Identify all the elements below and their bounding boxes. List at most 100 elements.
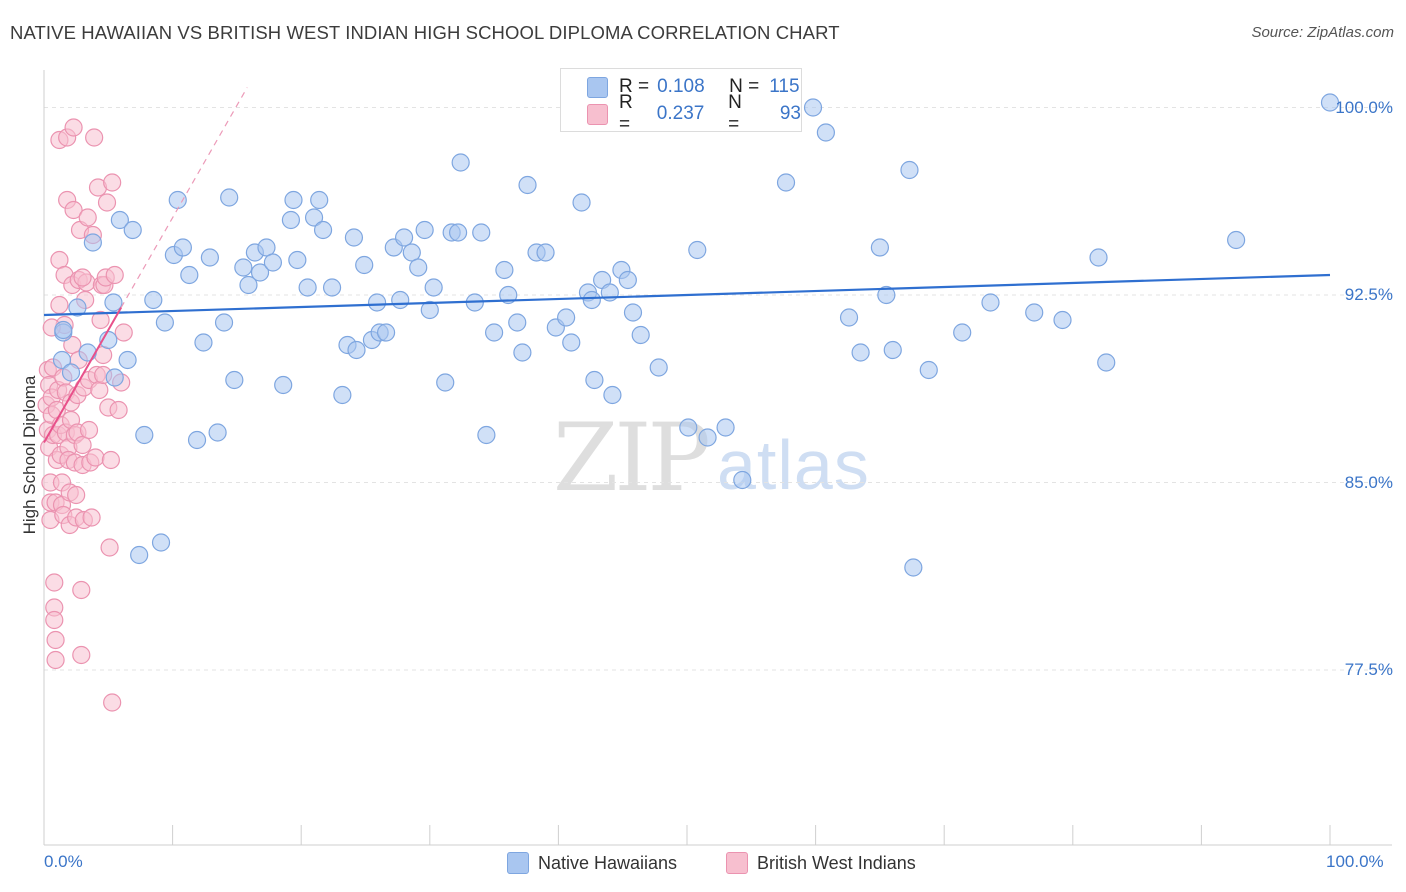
native-hawaiians-point [220, 188, 239, 207]
british-west-indians-point [63, 335, 82, 355]
native-hawaiians-point [310, 190, 329, 210]
native-hawaiians-point [208, 423, 227, 442]
legend-native-hawaiians[interactable]: Native Hawaiians [507, 852, 677, 874]
stats-blue-r-label: R = [619, 76, 650, 97]
native-hawaiians-point [376, 323, 396, 342]
trend-lines [43, 87, 1331, 443]
native-hawaiians-point [61, 363, 81, 382]
native-hawaiians-point [851, 343, 870, 362]
native-hawaiians-point [776, 173, 796, 192]
native-hawaiians-point [288, 250, 307, 270]
native-hawaiians-point [424, 278, 443, 297]
stats-pink-n-value: 93 [779, 103, 801, 124]
native-hawaiians-point [420, 300, 439, 320]
british-west-indians-point [86, 448, 105, 467]
native-hawaiians-point [716, 418, 735, 437]
native-hawaiians-point [904, 558, 923, 577]
native-hawaiians-point [698, 428, 717, 447]
native-hawaiians-point [495, 260, 514, 280]
native-hawaiians-point [83, 233, 102, 252]
british-west-indians-points [37, 118, 133, 712]
native-hawaiians-point [688, 240, 707, 260]
native-hawaiians-point [355, 255, 374, 275]
native-hawaiians-point [679, 418, 698, 437]
native-hawaiians-point [1089, 248, 1108, 267]
native-hawaiians-point [623, 303, 643, 322]
y-tick-label: 92.5% [1344, 285, 1393, 304]
native-hawaiians-point [733, 470, 752, 490]
native-hawaiians-point [239, 275, 258, 295]
native-hawaiians-point [225, 370, 244, 390]
native-hawaiians-point [298, 278, 317, 297]
native-hawaiians-point [839, 308, 859, 327]
native-hawaiians-point [194, 333, 213, 352]
native-hawaiians-point [572, 193, 591, 212]
stats-blue-r-value: 0.108 [657, 76, 705, 97]
native-hawaiians-point [436, 373, 455, 392]
legend-british-west-indians[interactable]: British West Indians [726, 852, 916, 874]
source-label: Source: ZipAtlas.com [1251, 24, 1394, 41]
native-hawaiians-point [513, 343, 532, 362]
native-hawaiians-point [603, 385, 622, 405]
native-hawaiians-point [284, 190, 303, 210]
native-hawaiians-point [508, 313, 527, 332]
british-west-indians-point [90, 380, 109, 400]
stats-pink-swatch [587, 104, 608, 125]
native-hawaiians-point [649, 358, 668, 377]
native-hawaiians-point [477, 425, 496, 445]
native-hawaiians-point [953, 323, 972, 342]
british-west-indians-point [45, 610, 64, 630]
native-hawaiians-point [257, 238, 276, 257]
native-hawaiians-point [168, 190, 187, 210]
watermark-atlas: atlas [717, 426, 870, 504]
native-hawaiians-point [304, 208, 324, 227]
native-hawaiians-point [557, 308, 576, 327]
british-west-indians-point [109, 400, 128, 420]
native-hawaiians-point [919, 360, 938, 380]
chart-title: NATIVE HAWAIIAN VS BRITISH WEST INDIAN H… [10, 22, 840, 43]
stats-pink-r-label: R = [619, 92, 633, 135]
axes [43, 70, 1392, 846]
native-hawaiians-point [347, 340, 366, 360]
native-hawaiians-point [313, 220, 333, 240]
native-hawaiians-point [1227, 230, 1246, 250]
native-hawaiians-point [394, 228, 414, 247]
native-hawaiians-point [415, 220, 434, 240]
british-west-indians-point [103, 173, 122, 192]
y-tick-label: 77.5% [1344, 660, 1393, 679]
stats-pink-r-value: 0.237 [656, 103, 705, 124]
native-hawaiians-point [1053, 310, 1072, 330]
british-west-indians-point [72, 645, 91, 665]
native-hawaiians-point [144, 290, 163, 310]
native-hawaiians-point [883, 340, 902, 360]
native-hawaiians-point [367, 293, 387, 312]
native-hawaiians-point [981, 293, 1000, 312]
native-hawaiians-point [402, 243, 421, 262]
native-hawaiians-point [281, 210, 301, 230]
british-west-indians-point [97, 193, 117, 212]
native-hawaiians-point [322, 278, 342, 297]
legend-blue-label: Native Hawaiians [538, 852, 678, 873]
stats-row-pink: R = 0.237 N = 93 [619, 92, 801, 135]
native-hawaiians-point [344, 228, 364, 247]
y-axis-label: High School Diploma [20, 375, 39, 535]
native-hawaiians-points [52, 93, 1340, 577]
british-west-indians-point [64, 118, 83, 137]
british-west-indians-point [73, 435, 92, 455]
native-hawaiians-point [187, 430, 207, 450]
native-hawaiians-point [274, 375, 293, 395]
native-hawaiians-point [54, 320, 73, 340]
native-hawaiians-point [263, 253, 283, 272]
native-hawaiians-point [105, 368, 124, 387]
native-hawaiians-point [78, 343, 97, 362]
stats-blue-n-value: 115 [769, 76, 800, 97]
native-hawaiians-point [585, 370, 604, 390]
british-west-indians-point [114, 323, 133, 342]
native-hawaiians-point [618, 270, 637, 290]
native-hawaiians-point [214, 313, 234, 332]
british-west-indians-point [78, 208, 97, 227]
native-hawaiians-point [110, 210, 129, 230]
british-west-indians-point [73, 268, 92, 287]
native-hawaiians-point [104, 293, 123, 312]
